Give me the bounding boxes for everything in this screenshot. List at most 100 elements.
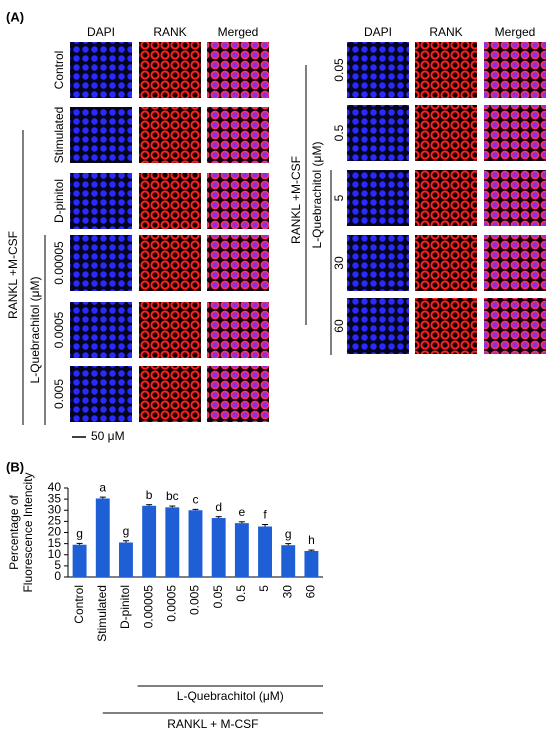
y-tick-label: 20 <box>48 525 62 539</box>
group-label: RANKL + M-CSF <box>167 717 258 731</box>
micrograph <box>415 105 477 161</box>
y-tick-label: 35 <box>48 491 62 505</box>
significance-letter: g <box>123 524 130 538</box>
micrograph <box>484 42 546 98</box>
y-tick-label: 15 <box>48 536 62 550</box>
column-header: RANK <box>429 25 462 39</box>
micrograph <box>70 42 132 98</box>
significance-letter: e <box>239 505 246 519</box>
y-tick-label: 40 <box>48 480 62 494</box>
scale-bar-label: 50 μM <box>91 429 125 443</box>
bar <box>281 545 296 577</box>
bar <box>165 507 180 577</box>
micrograph <box>70 173 132 229</box>
x-tick-label: D-pinitol <box>118 585 132 629</box>
significance-letter: d <box>215 500 222 514</box>
column-header: RANK <box>153 25 186 39</box>
micrograph <box>139 173 201 229</box>
column-header: DAPI <box>87 25 115 39</box>
micrograph <box>484 298 546 354</box>
subgroup-label: L-Quebrachitol (μM) <box>310 142 324 249</box>
significance-letter: h <box>308 533 315 547</box>
micrograph <box>207 107 269 163</box>
row-label: 0.00005 <box>52 241 66 285</box>
panel-label: (A) <box>6 9 24 24</box>
y-tick-label: 30 <box>48 502 62 516</box>
bar <box>119 542 133 577</box>
bar <box>95 498 110 577</box>
row-label: 5 <box>332 194 346 201</box>
x-tick-label: 0.005 <box>188 585 202 615</box>
bar <box>142 505 157 577</box>
bar <box>304 550 319 577</box>
panel-label: (B) <box>6 459 24 474</box>
column-header: DAPI <box>364 25 392 39</box>
group-label: RANKL +M-CSF <box>6 231 20 319</box>
column-header: Merged <box>218 25 259 39</box>
micrograph <box>415 235 477 291</box>
bar <box>234 523 249 577</box>
micrograph <box>207 235 269 291</box>
micrograph <box>415 42 477 98</box>
bar <box>188 510 203 577</box>
y-tick-label: 5 <box>54 558 61 572</box>
x-tick-label: 0.5 <box>234 585 248 602</box>
micrograph <box>207 366 269 422</box>
row-label: 0.05 <box>332 58 346 82</box>
micrograph <box>139 366 201 422</box>
x-tick-label: 0.0005 <box>164 585 178 622</box>
significance-letter: g <box>285 527 292 541</box>
y-tick-label: 10 <box>48 547 62 561</box>
micrograph <box>347 170 409 226</box>
micrograph <box>139 235 201 291</box>
x-tick-label: 0.00005 <box>141 585 155 629</box>
significance-letter: bc <box>166 489 179 503</box>
micrograph <box>347 105 409 161</box>
micrograph <box>484 170 546 226</box>
significance-letter: c <box>193 493 199 507</box>
y-tick-label: 0 <box>54 569 61 583</box>
micrograph <box>207 173 269 229</box>
x-tick-label: 0.05 <box>211 585 225 609</box>
micrograph <box>207 42 269 98</box>
x-tick-label: 5 <box>257 585 271 592</box>
row-label: 60 <box>332 319 346 333</box>
row-label: Control <box>52 51 66 90</box>
column-header: Merged <box>495 25 536 39</box>
x-tick-label: Stimulated <box>95 585 109 642</box>
micrograph <box>70 366 132 422</box>
micrograph <box>347 42 409 98</box>
micrograph <box>207 302 269 358</box>
micrograph <box>70 235 132 291</box>
subgroup-label: L-Quebrachitol (μM) <box>177 689 284 703</box>
row-label: 0.5 <box>332 124 346 141</box>
micrograph <box>70 107 132 163</box>
row-label: 30 <box>332 256 346 270</box>
row-label: Stimulated <box>52 107 66 164</box>
x-tick-label: 30 <box>280 585 294 599</box>
micrograph <box>484 235 546 291</box>
micrograph <box>139 42 201 98</box>
x-tick-label: Control <box>72 585 86 624</box>
micrograph <box>70 302 132 358</box>
micrograph <box>347 235 409 291</box>
y-axis-label: Percentage of <box>7 494 21 569</box>
row-label: 0.005 <box>52 379 66 409</box>
micrograph <box>415 170 477 226</box>
significance-letter: a <box>99 480 106 494</box>
x-tick-label: 60 <box>304 585 318 599</box>
group-label: RANKL +M-CSF <box>289 156 303 244</box>
micrograph <box>139 302 201 358</box>
micrograph <box>139 107 201 163</box>
row-label: D-pinitol <box>52 179 66 223</box>
significance-letter: b <box>146 488 153 502</box>
bar <box>258 526 272 577</box>
bar <box>72 544 87 577</box>
row-label: 0.0005 <box>52 311 66 348</box>
y-axis-label: Fluorescence Intencity <box>21 472 35 592</box>
bar <box>211 518 226 577</box>
subgroup-label: L-Quebrachitol (μM) <box>28 277 42 384</box>
significance-letter: f <box>263 508 267 522</box>
micrograph <box>347 298 409 354</box>
